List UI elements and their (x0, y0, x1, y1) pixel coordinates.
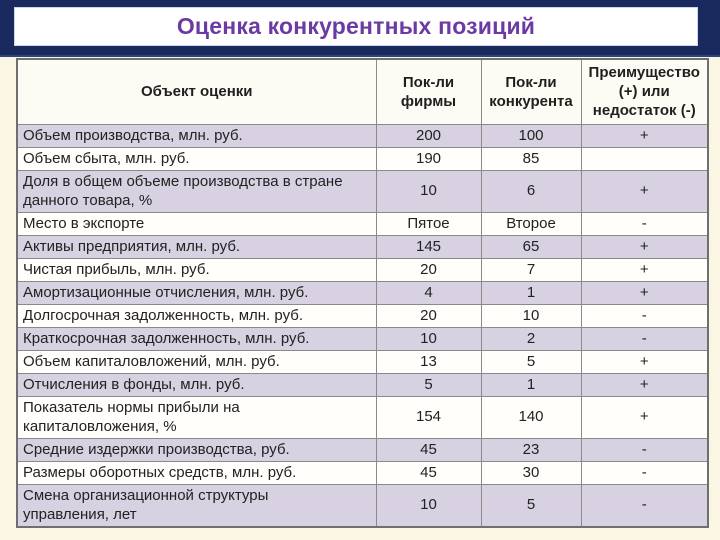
cell-firm: 20 (375, 303, 482, 328)
cell-competitor: 10 (480, 303, 582, 328)
cell-competitor: 1 (480, 372, 582, 397)
cell-firm: Пятое (375, 211, 482, 236)
table-body: Объем производства, млн. руб. 200 100 + Объе… (16, 123, 709, 528)
cell-label: Средние издержки производства, руб. (16, 437, 377, 462)
cell-competitor: 6 (480, 169, 582, 213)
col-header-competitor-indicators: Пок-ли конкурента (480, 58, 582, 125)
cell-firm: 145 (375, 234, 482, 259)
table-row: Краткосрочная задолженность, млн. руб. 10… (16, 326, 709, 351)
cell-competitor: Второе (480, 211, 582, 236)
competitive-positions-table: Объект оценки Пок-ли фирмы Пок-ли конкур… (16, 58, 709, 528)
cell-label: Объем капиталовложений, млн. руб. (16, 349, 377, 374)
cell-competitor: 30 (480, 460, 582, 485)
cell-competitor: 5 (480, 349, 582, 374)
cell-label: Доля в общем объеме производства в стран… (16, 169, 377, 213)
cell-advantage: - (580, 326, 709, 351)
table-row: Амортизационные отчисления, млн. руб. 4 1 + (16, 280, 709, 305)
cell-firm: 20 (375, 257, 482, 282)
cell-advantage: - (580, 437, 709, 462)
cell-advantage: + (580, 169, 709, 213)
cell-label: Отчисления в фонды, млн. руб. (16, 372, 377, 397)
cell-label: Амортизационные отчисления, млн. руб. (16, 280, 377, 305)
table-row: Средние издержки производства, руб. 45 23- (16, 437, 709, 462)
slide-title: Оценка конкурентных позиций (176, 13, 536, 39)
cell-advantage: + (580, 372, 709, 397)
table-row: Место в экспорте Пятое Второе - (16, 211, 709, 236)
cell-advantage: - (580, 211, 709, 236)
table-row: Смена организационной структуры управлен… (16, 483, 709, 528)
header-band: Оценка конкурентных позиций (0, 0, 720, 57)
table-row: Активы предприятия, млн. руб. 145 65 + (16, 234, 709, 259)
cell-label: Объем производства, млн. руб. (16, 123, 377, 148)
cell-competitor: 140 (480, 395, 582, 439)
cell-advantage: - (580, 483, 709, 528)
cell-label: Смена организационной структуры управлен… (16, 483, 377, 528)
cell-firm: 200 (375, 123, 482, 148)
cell-firm: 190 (375, 146, 482, 171)
cell-firm: 4 (375, 280, 482, 305)
cell-firm: 10 (375, 169, 482, 213)
cell-firm: 13 (375, 349, 482, 374)
cell-label: Активы предприятия, млн. руб. (16, 234, 377, 259)
cell-label: Размеры оборотных средств, млн. руб. (16, 460, 377, 485)
cell-competitor: 7 (480, 257, 582, 282)
col-header-object: Объект оценки (16, 58, 377, 125)
cell-label: Чистая прибыль, млн. руб. (16, 257, 377, 282)
cell-advantage: - (580, 303, 709, 328)
table-row: Отчисления в фонды, млн. руб. 5 1 + (16, 372, 709, 397)
cell-firm: 45 (375, 437, 482, 462)
cell-advantage: + (580, 234, 709, 259)
cell-competitor: 5 (480, 483, 582, 528)
table-row: Показатель нормы прибыли на капиталовлож… (16, 395, 709, 439)
table-row: Объем производства, млн. руб. 200 100 + (16, 123, 709, 148)
cell-competitor: 85 (480, 146, 582, 171)
cell-firm: 10 (375, 483, 482, 528)
table-row: Объем капиталовложений, млн. руб. 13 5 + (16, 349, 709, 374)
cell-advantage: + (580, 395, 709, 439)
cell-firm: 10 (375, 326, 482, 351)
cell-label: Краткосрочная задолженность, млн. руб. (16, 326, 377, 351)
cell-competitor: 23 (480, 437, 582, 462)
cell-advantage: + (580, 123, 709, 148)
col-header-advantage: Преимущество (+) или недостаток (-) (580, 58, 709, 125)
table-header-row: Объект оценки Пок-ли фирмы Пок-ли конкур… (16, 58, 709, 125)
table-row: Доля в общем объеме производства в стран… (16, 169, 709, 213)
cell-advantage: + (580, 257, 709, 282)
cell-advantage (580, 146, 709, 171)
cell-firm: 45 (375, 460, 482, 485)
cell-competitor: 1 (480, 280, 582, 305)
cell-competitor: 2 (480, 326, 582, 351)
cell-advantage: + (580, 349, 709, 374)
col-header-firm-indicators: Пок-ли фирмы (375, 58, 482, 125)
cell-label: Место в экспорте (16, 211, 377, 236)
table-row: Чистая прибыль, млн. руб. 20 7 + (16, 257, 709, 282)
cell-label: Долгосрочная задолженность, млн. руб. (16, 303, 377, 328)
cell-label: Показатель нормы прибыли на капиталовлож… (16, 395, 377, 439)
cell-advantage: + (580, 280, 709, 305)
title-banner: Оценка конкурентных позиций (14, 7, 698, 46)
cell-firm: 5 (375, 372, 482, 397)
cell-advantage: - (580, 460, 709, 485)
cell-label: Объем сбыта, млн. руб. (16, 146, 377, 171)
table-row: Объем сбыта, млн. руб. 190 85 (16, 146, 709, 171)
table-row: Размеры оборотных средств, млн. руб. 45 30… (16, 460, 709, 485)
table-row: Долгосрочная задолженность, млн. руб. 20 1… (16, 303, 709, 328)
cell-competitor: 100 (480, 123, 582, 148)
cell-competitor: 65 (480, 234, 582, 259)
cell-firm: 154 (375, 395, 482, 439)
